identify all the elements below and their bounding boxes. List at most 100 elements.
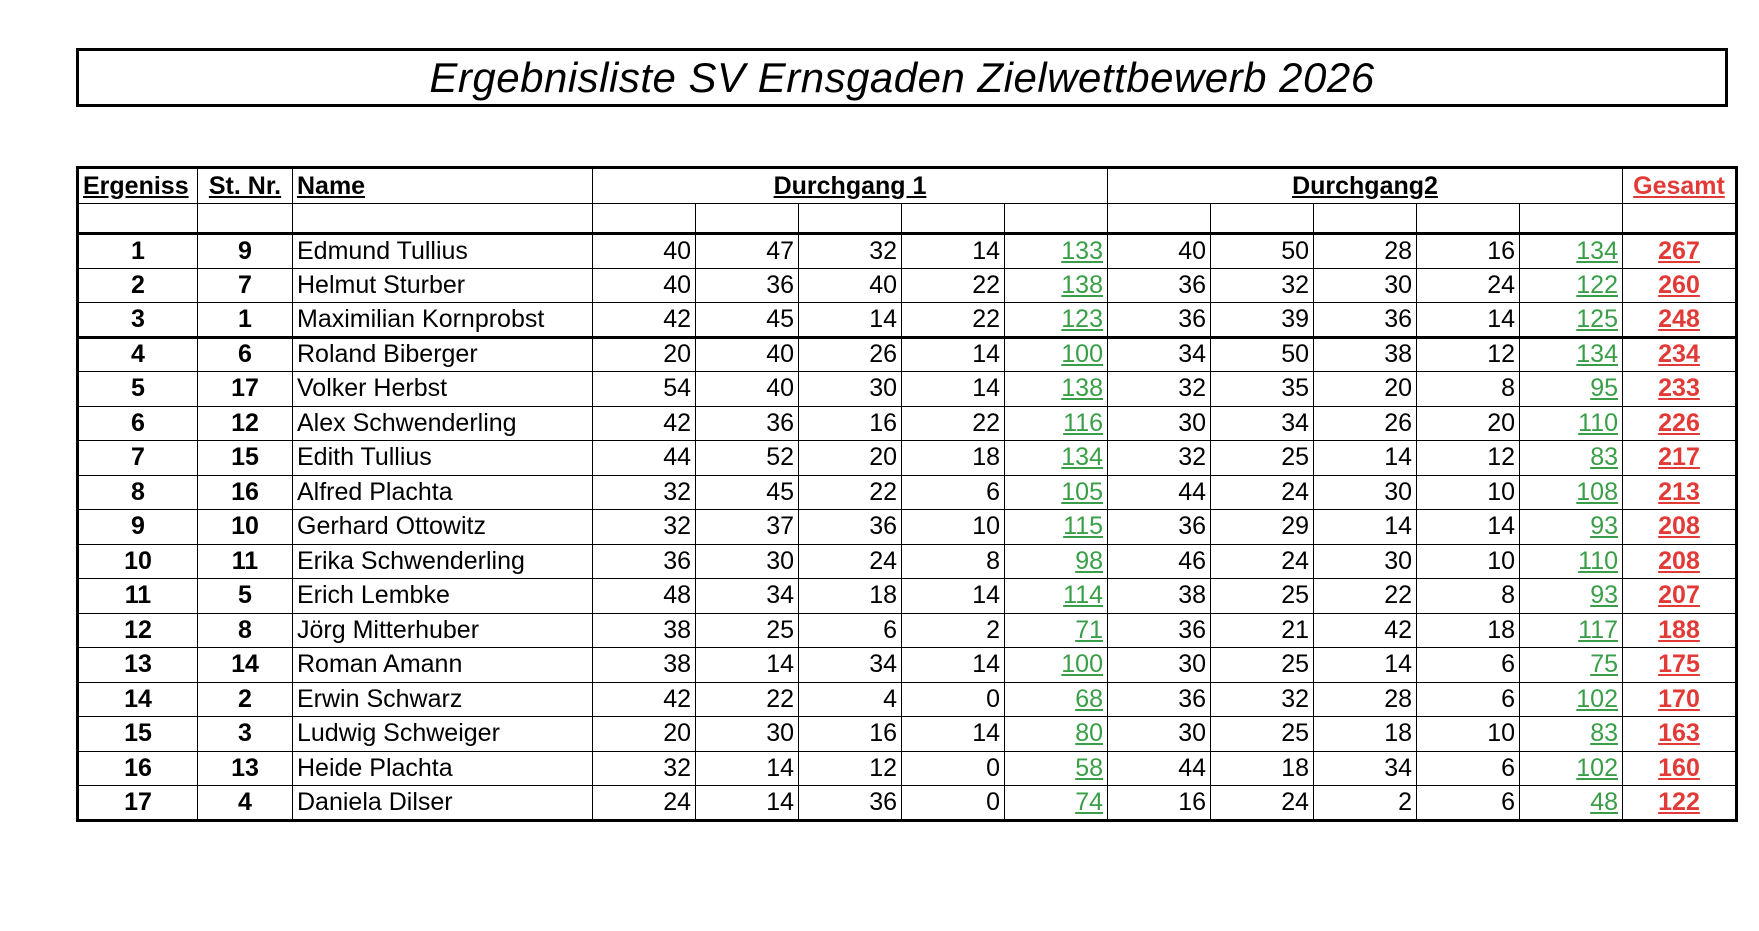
total-cell: 160: [1622, 750, 1737, 786]
round2-score-cell: 32: [1210, 681, 1314, 717]
rank-cell: 3: [77, 302, 198, 338]
round2-score-cell: 29: [1210, 509, 1314, 545]
rank-cell: 15: [77, 716, 198, 752]
round2-score-cell: 36: [1107, 509, 1211, 545]
round2-score-cell: 40: [1107, 232, 1211, 269]
round2-score-cell: 18: [1210, 750, 1314, 786]
total-cell: 233: [1622, 371, 1737, 407]
round1-score-cell: 22: [901, 405, 1005, 441]
round1-score-cell: 10: [901, 509, 1005, 545]
round1-score-cell: 30: [695, 716, 799, 752]
spacer-cell: [1004, 203, 1108, 234]
rank-cell: 11: [77, 578, 198, 614]
start-number-cell: 9: [197, 232, 293, 269]
round1-score-cell: 38: [592, 612, 696, 648]
round1-score-cell: 14: [901, 335, 1005, 372]
total-cell: 175: [1622, 647, 1737, 683]
participant-name-cell: Heide Plachta: [292, 750, 593, 786]
round1-score-cell: 14: [901, 647, 1005, 683]
round1-score-cell: 14: [798, 302, 902, 338]
round2-score-cell: 12: [1416, 440, 1520, 476]
round2-score-cell: 12: [1416, 335, 1520, 372]
round2-score-cell: 34: [1210, 405, 1314, 441]
total-cell: 248: [1622, 302, 1737, 338]
round1-score-cell: 32: [592, 474, 696, 510]
table-row: 13 14 Roman Amann 38 14 34 14 100 30 25 14 6 75 175: [77, 647, 1737, 683]
round2-score-cell: 16: [1107, 785, 1211, 821]
round2-score-cell: 32: [1107, 440, 1211, 476]
round2-score-cell: 44: [1107, 750, 1211, 786]
spacer-cell: [1210, 203, 1314, 234]
header-spacer-row: [77, 203, 1737, 234]
round2-score-cell: 16: [1416, 232, 1520, 269]
total-cell: 188: [1622, 612, 1737, 648]
page-title: Ergebnisliste SV Ernsgaden Zielwettbewer…: [76, 48, 1728, 107]
round2-score-cell: 30: [1313, 267, 1417, 303]
round1-score-cell: 6: [901, 474, 1005, 510]
participant-name-cell: Roman Amann: [292, 647, 593, 683]
start-number-cell: 10: [197, 509, 293, 545]
table-row: 5 17 Volker Herbst 54 40 30 14 138 32 35 20 8 95 233: [77, 371, 1737, 407]
round2-score-cell: 25: [1210, 440, 1314, 476]
round2-score-cell: 30: [1107, 405, 1211, 441]
participant-name-cell: Volker Herbst: [292, 371, 593, 407]
total-cell: 234: [1622, 335, 1737, 372]
round1-score-cell: 34: [695, 578, 799, 614]
round1-score-cell: 40: [798, 267, 902, 303]
round2-score-cell: 10: [1416, 474, 1520, 510]
total-cell: 226: [1622, 405, 1737, 441]
round2-score-cell: 20: [1313, 371, 1417, 407]
round2-score-cell: 24: [1210, 474, 1314, 510]
round1-score-cell: 14: [901, 578, 1005, 614]
total-cell: 208: [1622, 543, 1737, 579]
round2-sum-cell: 110: [1519, 543, 1623, 579]
round2-sum-cell: 117: [1519, 612, 1623, 648]
spacer-cell: [1313, 203, 1417, 234]
start-number-cell: 5: [197, 578, 293, 614]
round2-score-cell: 50: [1210, 335, 1314, 372]
round2-sum-cell: 110: [1519, 405, 1623, 441]
spacer-cell: [1107, 203, 1211, 234]
round1-score-cell: 14: [695, 785, 799, 821]
round1-score-cell: 14: [695, 750, 799, 786]
table-row: 6 12 Alex Schwenderling 42 36 16 22 116 30 34 26 20…: [77, 405, 1737, 441]
round1-score-cell: 36: [798, 509, 902, 545]
rank-cell: 2: [77, 267, 198, 303]
round1-score-cell: 32: [592, 750, 696, 786]
round1-score-cell: 20: [798, 440, 902, 476]
rank-cell: 13: [77, 647, 198, 683]
round1-score-cell: 2: [901, 612, 1005, 648]
spacer-cell: [197, 203, 293, 234]
table-row: 10 11 Erika Schwenderling 36 30 24 8 98 46 24 30 10…: [77, 543, 1737, 579]
round2-score-cell: 28: [1313, 681, 1417, 717]
round2-score-cell: 18: [1313, 716, 1417, 752]
rank-cell: 1: [77, 232, 198, 269]
table-row: 11 5 Erich Lembke 48 34 18 14 114 38 25 22 8 93 207: [77, 578, 1737, 614]
round2-score-cell: 25: [1210, 716, 1314, 752]
round1-score-cell: 0: [901, 681, 1005, 717]
round1-score-cell: 52: [695, 440, 799, 476]
round1-sum-cell: 100: [1004, 335, 1108, 372]
round2-score-cell: 36: [1107, 681, 1211, 717]
round2-score-cell: 14: [1416, 302, 1520, 338]
round1-score-cell: 32: [798, 232, 902, 269]
round1-score-cell: 14: [901, 716, 1005, 752]
round1-score-cell: 45: [695, 474, 799, 510]
round1-sum-cell: 133: [1004, 232, 1108, 269]
rank-cell: 16: [77, 750, 198, 786]
rank-cell: 7: [77, 440, 198, 476]
spacer-cell: [798, 203, 902, 234]
table-row: 3 1 Maximilian Kornprobst 42 45 14 22 123 36 39 36…: [77, 302, 1737, 338]
round1-score-cell: 20: [592, 335, 696, 372]
round2-sum-cell: 83: [1519, 440, 1623, 476]
round2-score-cell: 21: [1210, 612, 1314, 648]
round1-score-cell: 22: [901, 267, 1005, 303]
round2-score-cell: 20: [1416, 405, 1520, 441]
round1-score-cell: 22: [901, 302, 1005, 338]
round2-sum-cell: 108: [1519, 474, 1623, 510]
round1-score-cell: 36: [695, 405, 799, 441]
round1-sum-cell: 100: [1004, 647, 1108, 683]
round1-score-cell: 16: [798, 405, 902, 441]
total-cell: 260: [1622, 267, 1737, 303]
round1-score-cell: 4: [798, 681, 902, 717]
